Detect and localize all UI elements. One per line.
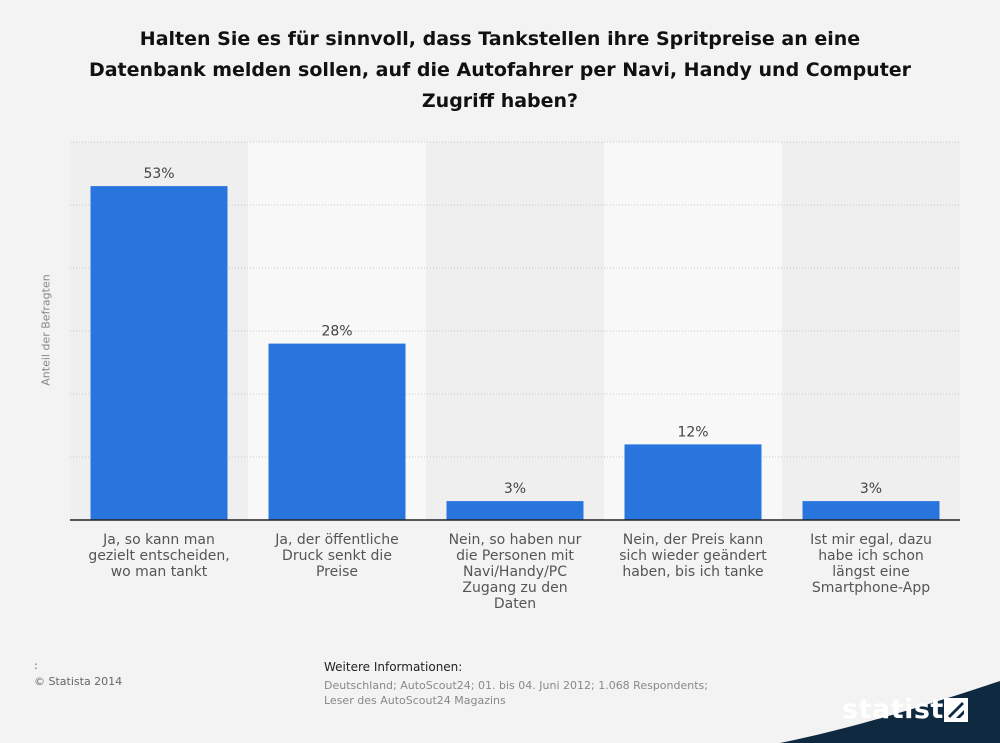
x-tick-label-line: Preise — [315, 564, 359, 580]
x-tick-label-line: Ja, so kann man — [103, 532, 215, 548]
brand-band — [780, 681, 1000, 743]
x-tick-label: Ja, so kann man gezielt entscheiden, wo ma… — [79, 532, 239, 580]
statista-logo-icon — [944, 698, 968, 722]
x-tick-label-line: Ist mir egal, dazu — [810, 532, 932, 548]
bar-value-label: 12% — [677, 424, 708, 440]
x-tick-label-line: längst eine — [832, 564, 910, 580]
x-tick-label-line: die Personen mit — [456, 548, 574, 564]
bar-value-label: 28% — [321, 324, 352, 340]
footer-info: Weitere Informationen: Deutschland; Auto… — [324, 660, 708, 708]
x-tick-label-line: Zugang zu den — [462, 580, 568, 596]
x-tick-label-line: wo man tankt — [110, 564, 208, 580]
chart-title: Halten Sie es für sinnvoll, dass Tankste… — [60, 24, 940, 117]
x-tick-label-line: Daten — [493, 596, 537, 612]
statista-logo[interactable]: statista — [842, 694, 963, 725]
x-tick-label-line: Smartphone-App — [811, 580, 931, 596]
footer-source: : © Statista 2014 — [34, 658, 122, 690]
x-tick-label-line: Nein, der Preis kann — [622, 532, 764, 548]
title-line: Halten Sie es für sinnvoll, dass Tankste… — [139, 28, 861, 50]
x-tick-label-line: Nein, so haben nur — [448, 532, 582, 548]
bar-value-label: 3% — [860, 481, 882, 497]
x-tick-label-line: Navi/Handy/PC — [462, 564, 568, 580]
x-tick-label: Nein, der Preis kann sich wieder geändert… — [613, 532, 773, 580]
footer-colon: : — [34, 659, 38, 672]
bar — [446, 501, 584, 520]
x-tick-label: Nein, so haben nur die Personen mit Navi/H… — [435, 532, 595, 612]
info-line: Deutschland; AutoScout24; 01. bis 04. Ju… — [324, 679, 708, 692]
bar-value-label: 53% — [143, 166, 174, 182]
x-tick-label-line: gezielt entscheiden, — [88, 548, 230, 564]
title-line: Zugriff haben? — [421, 90, 579, 112]
info-line: Leser des AutoScout24 Magazins — [324, 694, 506, 707]
title-line: Datenbank melden sollen, auf die Autofah… — [88, 59, 912, 81]
y-axis-label: Anteil der Befragten — [39, 274, 53, 386]
bar — [90, 186, 228, 520]
x-tick-label-line: habe ich schon — [818, 548, 924, 564]
x-tick-label-line: haben, bis ich tanke — [622, 564, 764, 580]
x-tick-label: Ist mir egal, dazu habe ich schon längst e… — [791, 532, 951, 596]
bar — [624, 444, 762, 520]
x-tick-label-line: sich wieder geändert — [619, 548, 767, 564]
x-tick-label: Ja, der öffentliche Druck senkt die Preise — [257, 532, 417, 580]
bar-value-label: 3% — [504, 481, 526, 497]
x-tick-label-line: Druck senkt die — [282, 548, 392, 564]
info-heading: Weitere Informationen: — [324, 660, 463, 674]
bar — [802, 501, 940, 520]
x-tick-label-line: Ja, der öffentliche — [275, 532, 399, 548]
bar — [268, 343, 406, 520]
copyright-text: © Statista 2014 — [34, 675, 123, 688]
